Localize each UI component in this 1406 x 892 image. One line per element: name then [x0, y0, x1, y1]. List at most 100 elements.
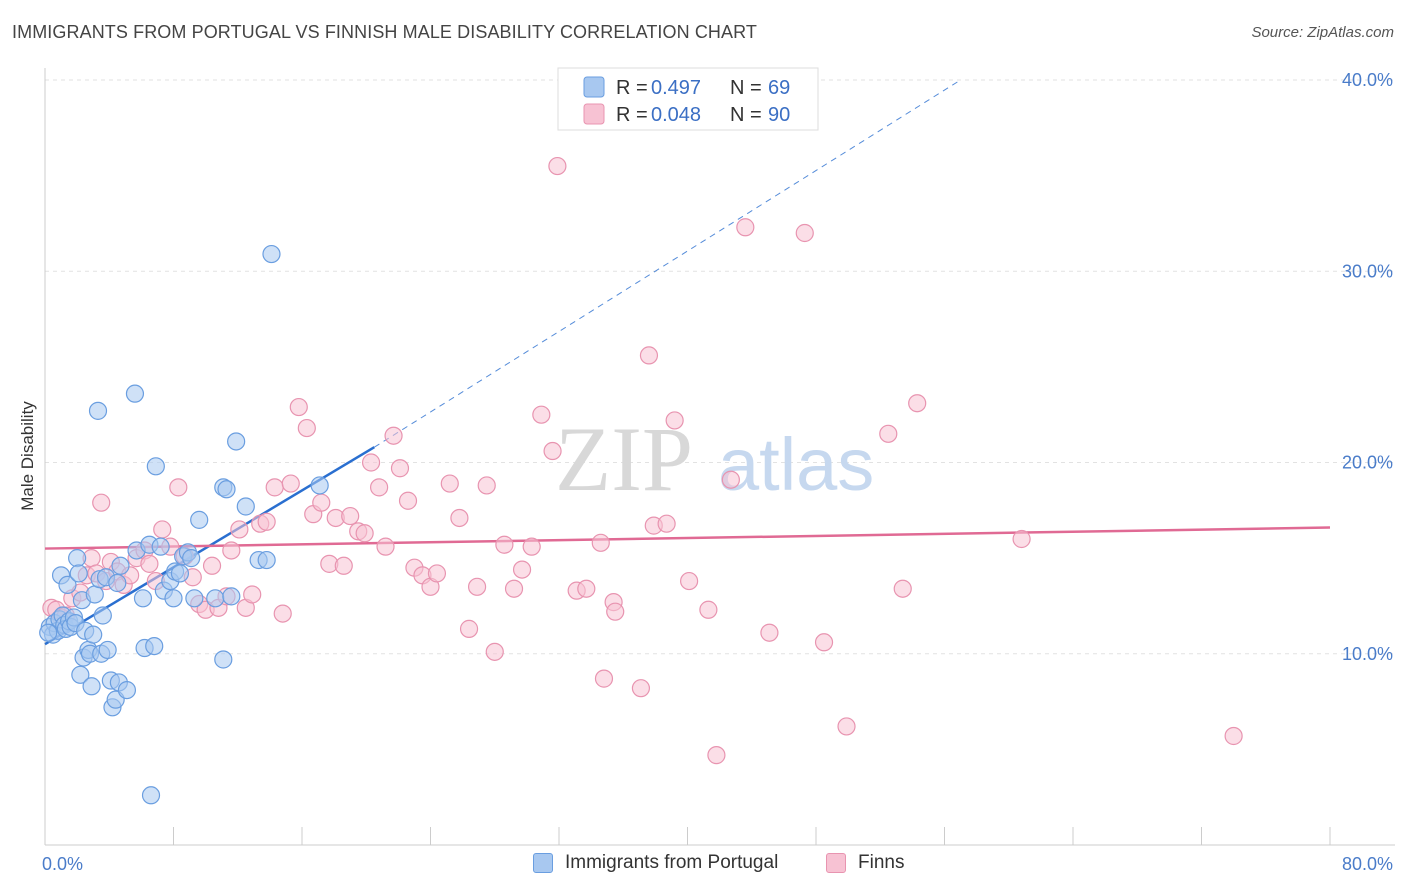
finns-point-19 — [153, 520, 172, 539]
finns-point-77 — [631, 679, 651, 698]
legend-n-value-portugal: 69 — [768, 77, 790, 99]
finns-point-68 — [532, 405, 551, 424]
finns-point-37 — [281, 474, 300, 493]
portugal-point-46 — [151, 537, 170, 556]
finns-point-61 — [467, 577, 487, 596]
portugal-point-28 — [93, 606, 112, 625]
x-tick-labels: 0.0% 80.0% — [42, 854, 1393, 874]
finns-point-66 — [512, 560, 532, 579]
finns-point-78 — [639, 346, 659, 365]
top-legend: R = 0.497 N = 69 R = 0.048 N = 90 — [557, 67, 819, 131]
portugal-point-67 — [310, 476, 329, 495]
finns-point-92 — [893, 579, 912, 598]
finns-point-26 — [202, 556, 222, 575]
finns-point-39 — [297, 418, 316, 438]
portugal-point-24 — [85, 585, 104, 604]
finns-point-95 — [1224, 726, 1243, 746]
finns-point-41 — [312, 493, 331, 512]
bottom-legend-label-finns: Finns — [858, 852, 905, 873]
finns-point-65 — [504, 579, 524, 598]
legend-r-value-portugal: 0.497 — [651, 77, 701, 99]
portugal-point-57 — [206, 589, 225, 608]
portugal-point-9 — [58, 575, 77, 595]
portugal-point-15 — [69, 564, 88, 583]
finns-point-63 — [485, 642, 504, 661]
finns-point-36 — [273, 604, 292, 623]
finns-points — [42, 156, 1243, 765]
y-tick-labels: 10.0% 20.0% 30.0% 40.0% — [1342, 70, 1393, 664]
legend-swatch-finns — [583, 103, 605, 125]
portugal-point-25 — [88, 401, 108, 420]
legend-r-label-portugal: R = — [616, 77, 648, 99]
portugal-point-22 — [82, 677, 101, 696]
portugal-point-68 — [39, 623, 58, 642]
portugal-point-40 — [133, 589, 153, 608]
finns-point-72 — [577, 579, 596, 598]
finns-point-9 — [92, 493, 111, 512]
x-tick-label-end: 80.0% — [1342, 854, 1393, 874]
portugal-point-62 — [227, 432, 246, 451]
finns-point-21 — [169, 478, 188, 497]
bottom-legend-swatch-finns — [826, 853, 846, 873]
finns-point-52 — [390, 459, 410, 478]
finns-point-84 — [707, 746, 726, 765]
portugal-point-55 — [185, 589, 204, 608]
portugal-point-66 — [262, 244, 281, 264]
finns-point-60 — [459, 619, 479, 638]
finns-point-76 — [606, 602, 625, 621]
finns-point-57 — [427, 564, 447, 583]
portugal-point-49 — [164, 589, 183, 608]
finns-point-49 — [370, 478, 389, 497]
portugal-point-37 — [117, 680, 137, 700]
legend-r-value-finns: 0.048 — [651, 104, 701, 126]
finns-point-50 — [376, 537, 395, 556]
portugal-point-58 — [214, 650, 233, 669]
watermark: ZIP atlas — [555, 408, 874, 510]
portugal-point-44 — [145, 636, 164, 656]
finns-point-51 — [384, 426, 403, 445]
portugal-point-65 — [257, 550, 276, 570]
chart-title: IMMIGRANTS FROM PORTUGAL VS FINNISH MALE… — [12, 22, 758, 42]
finns-point-69 — [543, 441, 562, 461]
finns-point-17 — [140, 554, 159, 573]
portugal-point-45 — [146, 457, 165, 476]
finns-point-30 — [230, 520, 249, 539]
finns-point-74 — [594, 669, 614, 688]
finns-point-48 — [361, 453, 381, 472]
finns-point-82 — [680, 571, 699, 591]
finns-point-73 — [591, 533, 610, 552]
legend-n-value-finns: 90 — [768, 104, 790, 126]
y-tick-label-30: 30.0% — [1342, 261, 1393, 281]
y-tick-label-10: 10.0% — [1342, 644, 1393, 664]
finns-point-86 — [736, 218, 755, 237]
legend-n-label-finns: N = — [730, 104, 762, 126]
x-tick-label-start: 0.0% — [42, 854, 83, 874]
portugal-point-36 — [111, 556, 130, 575]
legend-n-label-portugal: N = — [730, 77, 762, 99]
bottom-legend-item-portugal: Immigrants from Portugal — [533, 852, 778, 874]
bottom-legend-item-finns: Finns — [826, 852, 904, 874]
portugal-point-56 — [190, 510, 209, 529]
finns-point-64 — [495, 535, 514, 554]
portugal-point-14 — [68, 549, 87, 568]
portugal-point-60 — [217, 480, 236, 499]
finns-point-88 — [795, 223, 814, 243]
finns-point-35 — [265, 478, 284, 497]
trend-lines — [44, 79, 1331, 646]
finns-point-81 — [665, 411, 684, 430]
gridlines — [45, 79, 1395, 655]
finns-point-34 — [257, 512, 276, 531]
legend-r-label-finns: R = — [616, 104, 648, 126]
portugal-point-23 — [84, 625, 103, 644]
portugal-point-30 — [98, 640, 117, 660]
finns-point-91 — [879, 424, 898, 443]
portugal-point-51 — [170, 564, 190, 583]
legend-swatch-portugal — [583, 76, 605, 98]
finns-point-93 — [908, 394, 927, 413]
finns-point-80 — [657, 514, 676, 533]
finns-point-32 — [243, 585, 262, 604]
source-credit: Source: ZipAtlas.com — [1251, 24, 1394, 41]
finns-point-70 — [548, 156, 567, 176]
y-tick-label-40: 40.0% — [1342, 70, 1393, 90]
